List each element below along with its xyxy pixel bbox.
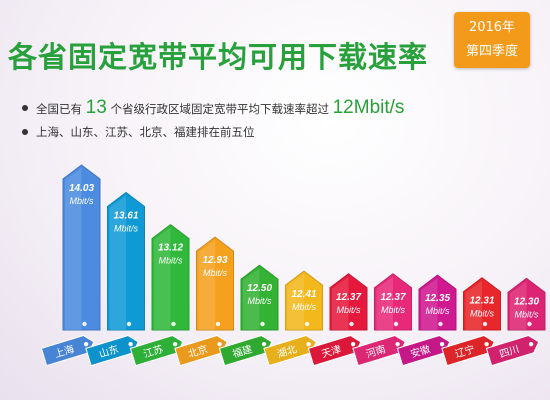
bullet2-text: 上海、山东、江苏、北京、福建排在前五位	[36, 125, 255, 139]
category-tag-7: 河南	[352, 335, 406, 367]
bar-unit-label-5: Mbit/s	[292, 302, 317, 312]
chart-title: 各省固定宽带平均可用下载速率	[8, 40, 429, 74]
tag-hole-icon	[528, 341, 534, 347]
category-tag-1: 山东	[85, 335, 139, 367]
tag-hole-icon	[83, 341, 89, 347]
period-badge: 2016年 第四季度	[454, 12, 530, 68]
bar-value-label-10: 12.30	[514, 296, 539, 307]
bar-value-label-5: 12.41	[291, 289, 316, 300]
tag-ring-icon-4	[260, 321, 265, 327]
tag-ring-icon-10	[527, 321, 532, 327]
bar-value-label-7: 12.37	[380, 292, 405, 303]
bullet-item-2: 上海、山东、江苏、北京、福建排在前五位	[22, 120, 404, 144]
tag-ring-icon-2	[171, 321, 176, 327]
tag-ring-icon-8	[438, 321, 443, 327]
bar-highlight-6	[332, 276, 349, 330]
tag-hole-icon	[484, 341, 489, 347]
bar-unit-label-8: Mbit/s	[425, 306, 450, 316]
bar-highlight-10	[510, 281, 527, 330]
category-tag-6: 天津	[307, 335, 362, 367]
bullet1-middle: 个省级行政区域固定宽带平均下载速率超过	[110, 102, 329, 116]
category-tag-shape-10	[485, 335, 540, 367]
bar-value-label-0: 14.03	[69, 183, 94, 194]
bar-highlight-7	[376, 276, 393, 330]
category-tag-10: 四川	[485, 335, 540, 367]
bar-highlight-4	[243, 268, 260, 330]
tag-hole-icon	[128, 341, 133, 347]
bar-5	[285, 270, 323, 331]
bar-value-label-9: 12.31	[469, 296, 494, 307]
tag-ring-icon-5	[304, 321, 310, 327]
bullet-dot-icon	[22, 129, 28, 135]
bar-0	[62, 164, 101, 331]
badge-quarter: 第四季度	[465, 44, 518, 59]
bar-value-label-2: 13.12	[158, 243, 183, 254]
bar-value-label-1: 13.61	[113, 211, 138, 222]
tag-hole-icon	[350, 341, 356, 347]
bullet1-prefix: 全国已有	[36, 102, 82, 116]
tag-ring-icon-6	[349, 321, 354, 327]
bar-6	[329, 273, 368, 331]
bar-highlight-5	[287, 274, 304, 330]
tag-hole-icon	[261, 341, 267, 347]
category-label-5: 湖北	[276, 343, 299, 360]
tag-hole-icon	[439, 341, 445, 347]
bar-highlight-1	[109, 195, 126, 330]
tag-ring-icon-7	[393, 321, 399, 327]
bar-7	[374, 273, 412, 331]
bar-1	[107, 191, 145, 331]
bar-unit-label-4: Mbit/s	[247, 296, 272, 306]
tag-ring-icon-0	[82, 321, 87, 327]
category-tag-2: 江苏	[129, 335, 184, 367]
bar-value-label-4: 12.50	[247, 283, 272, 294]
bar-highlight-3	[198, 240, 215, 330]
tag-ring-icon-1	[126, 321, 132, 327]
bar-3	[196, 236, 234, 331]
bar-highlight-0	[65, 168, 82, 330]
tag-hole-icon	[306, 341, 311, 347]
bar-value-label-8: 12.35	[425, 293, 450, 304]
bar-9	[463, 277, 501, 331]
bullet-item-1: 全国已有 13 个省级行政区域固定宽带平均下载速率超过 12Mbit/s	[22, 96, 405, 120]
bar-10	[507, 277, 546, 331]
category-tag-8: 安徽	[396, 335, 451, 367]
bar-4	[240, 264, 279, 331]
bar-unit-label-6: Mbit/s	[336, 305, 361, 315]
tag-ring-icon-9	[482, 321, 488, 327]
bar-unit-label-9: Mbit/s	[470, 309, 495, 319]
category-tag-3: 北京	[174, 335, 228, 367]
bar-unit-label-1: Mbit/s	[114, 224, 139, 234]
tag-hole-icon	[172, 341, 178, 347]
tag-hole-icon	[395, 341, 400, 347]
badge-year: 2016年	[468, 20, 516, 35]
bar-highlight-2	[154, 227, 171, 330]
bullet1-count: 13	[85, 97, 107, 118]
bar-unit-label-3: Mbit/s	[203, 268, 228, 278]
tag-hole-icon	[217, 341, 222, 347]
bar-value-label-6: 12.37	[336, 292, 361, 303]
summary-bullets: 全国已有 13 个省级行政区域固定宽带平均下载速率超过 12Mbit/s 上海、…	[22, 96, 405, 144]
bar-highlight-9	[465, 280, 482, 330]
category-tag-5: 湖北	[263, 335, 317, 367]
bar-value-label-3: 12.93	[202, 255, 227, 266]
tag-ring-icon-3	[215, 321, 221, 327]
category-label-6: 天津	[320, 343, 343, 360]
bar-highlight-8	[421, 278, 438, 330]
bullet-dot-icon	[22, 105, 28, 111]
bar-unit-label-2: Mbit/s	[158, 256, 183, 266]
bar-8	[418, 274, 457, 331]
bar-2	[151, 223, 190, 331]
bar-unit-label-10: Mbit/s	[514, 309, 539, 319]
bullet1-threshold: 12Mbit/s	[332, 97, 405, 118]
bar-unit-label-7: Mbit/s	[381, 305, 406, 315]
bar-unit-label-0: Mbit/s	[69, 196, 94, 206]
